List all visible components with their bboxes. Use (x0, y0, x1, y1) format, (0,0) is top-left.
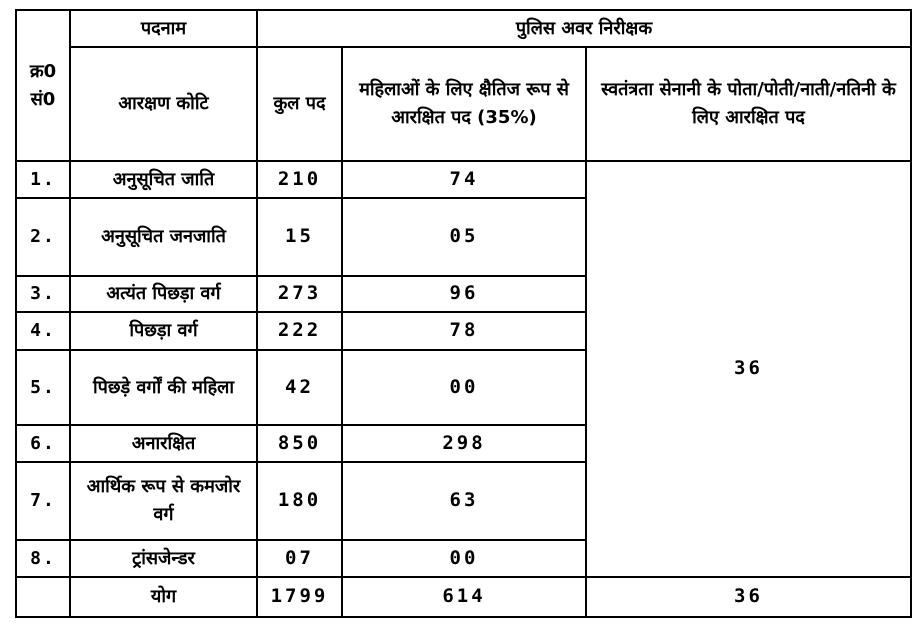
row-total: 180 (256, 461, 343, 541)
row-sr: 1. (15, 160, 71, 199)
designation-header: पदनाम (69, 9, 258, 48)
row-sr: 6. (15, 424, 71, 463)
total-label: योग (69, 576, 258, 618)
women-reserved-header: महिलाओं के लिए क्षैतिज रूप से आरक्षित पद… (341, 46, 587, 162)
total-sr (15, 576, 71, 618)
category-header: आरक्षण कोटि (69, 46, 258, 162)
row-category: पिछड़ा वर्ग (69, 311, 258, 351)
row-total: 15 (256, 197, 343, 277)
total-row: योग 1799 614 36 (15, 576, 912, 618)
row-sr: 7. (15, 461, 71, 541)
row-category: ट्रांसजेन्डर (69, 539, 258, 578)
row-sr: 5. (15, 349, 71, 426)
row-sr: 8. (15, 539, 71, 578)
row-sr: 4. (15, 311, 71, 351)
freedom-fighter-merged-cell: 36 (585, 160, 912, 578)
table-row: 5. पिछड़े वर्गों की महिला 42 00 (15, 349, 911, 426)
total-posts-header: कुल पद (256, 46, 343, 162)
row-category: अनुसूचित जाति (69, 160, 258, 199)
row-total: 273 (256, 275, 343, 313)
row-category: पिछड़े वर्गों की महिला (69, 349, 258, 426)
row-total: 210 (256, 160, 343, 199)
row-sr: 2. (15, 197, 71, 277)
row-women: 63 (341, 461, 587, 541)
table-row: 6. अनारक्षित 850 298 (15, 424, 911, 463)
row-category: अत्यंत पिछड़ा वर्ग (69, 275, 258, 313)
total-posts-sum: 1799 (256, 576, 343, 618)
sr-no-header: क्र0 सं0 (15, 9, 71, 162)
freedom-fighter-header: स्वतंत्रता सेनानी के पोता/पोती/नाती/नतिन… (585, 46, 912, 162)
row-women: 74 (341, 160, 587, 199)
table-row: 1. अनुसूचित जाति 210 74 36 (15, 160, 912, 578)
total-freedom-fighter-sum: 36 (585, 576, 912, 618)
row-category: अनुसूचित जनजाति (69, 197, 258, 277)
row-category: अनारक्षित (69, 424, 258, 463)
table-row: 3. अत्यंत पिछड़ा वर्ग 273 96 (15, 275, 911, 313)
post-group-header: पुलिस अवर निरीक्षक (256, 9, 912, 48)
reservation-table: क्र0 सं0 पदनाम पुलिस अवर निरीक्षक आरक्षण… (15, 9, 912, 618)
row-women: 05 (341, 197, 587, 277)
table-row: 4. पिछड़ा वर्ग 222 78 (15, 311, 911, 351)
table-row: 7. आर्थिक रूप से कमजोर वर्ग 180 63 (15, 461, 911, 541)
total-women-sum: 614 (341, 576, 587, 618)
table-row: 8. ट्रांसजेन्डर 07 00 (15, 539, 911, 578)
row-sr: 3. (15, 275, 71, 313)
row-women: 78 (341, 311, 587, 351)
row-total: 222 (256, 311, 343, 351)
row-women: 00 (341, 539, 587, 578)
row-women: 298 (341, 424, 587, 463)
row-total: 850 (256, 424, 343, 463)
row-total: 07 (256, 539, 343, 578)
row-category: आर्थिक रूप से कमजोर वर्ग (69, 461, 258, 541)
row-women: 96 (341, 275, 587, 313)
table-row: 2. अनुसूचित जनजाति 15 05 (15, 197, 911, 277)
row-women: 00 (341, 349, 587, 426)
row-total: 42 (256, 349, 343, 426)
